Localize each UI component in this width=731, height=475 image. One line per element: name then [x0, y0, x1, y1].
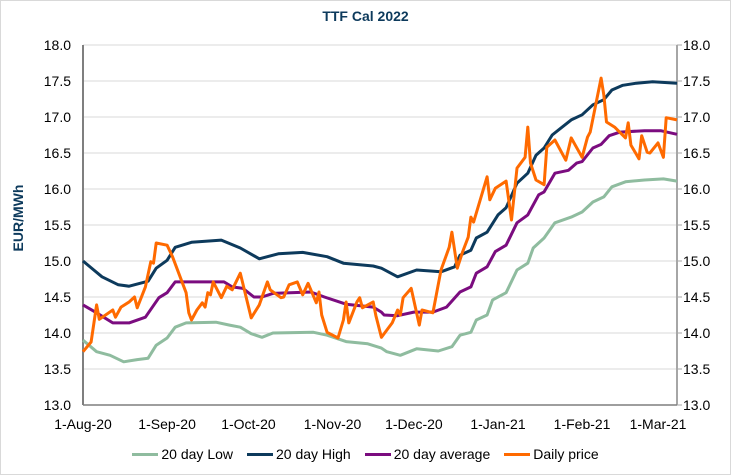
y-tick-label-right: 15.5 [683, 217, 710, 233]
series-line-20-day-low [82, 177, 678, 364]
y-tick-label-right: 17.5 [683, 73, 710, 89]
x-tick-label: 1-Jan-21 [470, 416, 525, 432]
x-tick-label: 1-Aug-20 [54, 416, 112, 432]
y-tick-label-left: 16.0 [44, 181, 71, 197]
y-tick-label-left: 15.5 [44, 217, 71, 233]
y-tick-label-left: 17.0 [44, 109, 71, 125]
x-tick-label: 1-Mar-21 [630, 416, 687, 432]
legend-item: 20 day Low [132, 446, 233, 462]
legend-swatch [504, 452, 531, 456]
y-tick-label-left: 17.5 [44, 73, 71, 89]
y-tick-label-right: 17.0 [683, 109, 710, 125]
legend-label: Daily price [533, 446, 599, 462]
x-tick-label: 1-Dec-20 [385, 416, 443, 432]
series-line-daily-price [81, 76, 678, 353]
y-tick-label-right: 15.0 [683, 253, 710, 269]
x-tick-label: 1-Oct-20 [221, 416, 276, 432]
legend-swatch [364, 452, 391, 456]
x-tick-label: 1-Sep-20 [138, 416, 196, 432]
y-tick-label-left: 16.5 [44, 145, 71, 161]
legend-label: 20 day Low [161, 446, 233, 462]
y-tick-label-left: 15.0 [44, 253, 71, 269]
legend-item: Daily price [504, 446, 599, 462]
series-line-20-day-average [82, 129, 678, 325]
y-tick-label-left: 13.0 [44, 397, 71, 413]
legend-item: 20 day High [247, 446, 351, 462]
legend-item: 20 day average [364, 446, 491, 462]
y-tick-label-right: 16.0 [683, 181, 710, 197]
x-tick-label: 1-Feb-21 [554, 416, 611, 432]
y-tick-label-right: 14.5 [683, 289, 710, 305]
legend-label: 20 day High [276, 446, 351, 462]
y-tick-label-right: 14.0 [683, 325, 710, 341]
y-tick-label-right: 16.5 [683, 145, 710, 161]
legend-swatch [247, 452, 273, 456]
y-tick-label-left: 18.0 [44, 37, 71, 53]
chart-title: TTF Cal 2022 [322, 8, 409, 24]
y-tick-label-left: 14.5 [44, 289, 71, 305]
legend-swatch [132, 452, 159, 456]
y-tick-label-right: 13.0 [683, 397, 710, 413]
y-tick-label-right: 18.0 [683, 37, 710, 53]
x-tick-label: 1-Nov-20 [304, 416, 362, 432]
y-tick-label-right: 13.5 [683, 361, 710, 377]
legend: 20 day Low 20 day High 20 day average Daily… [0, 446, 731, 462]
legend-label: 20 day average [393, 446, 491, 462]
y-tick-label-left: 13.5 [44, 361, 71, 377]
y-tick-label-left: 14.0 [44, 325, 71, 341]
